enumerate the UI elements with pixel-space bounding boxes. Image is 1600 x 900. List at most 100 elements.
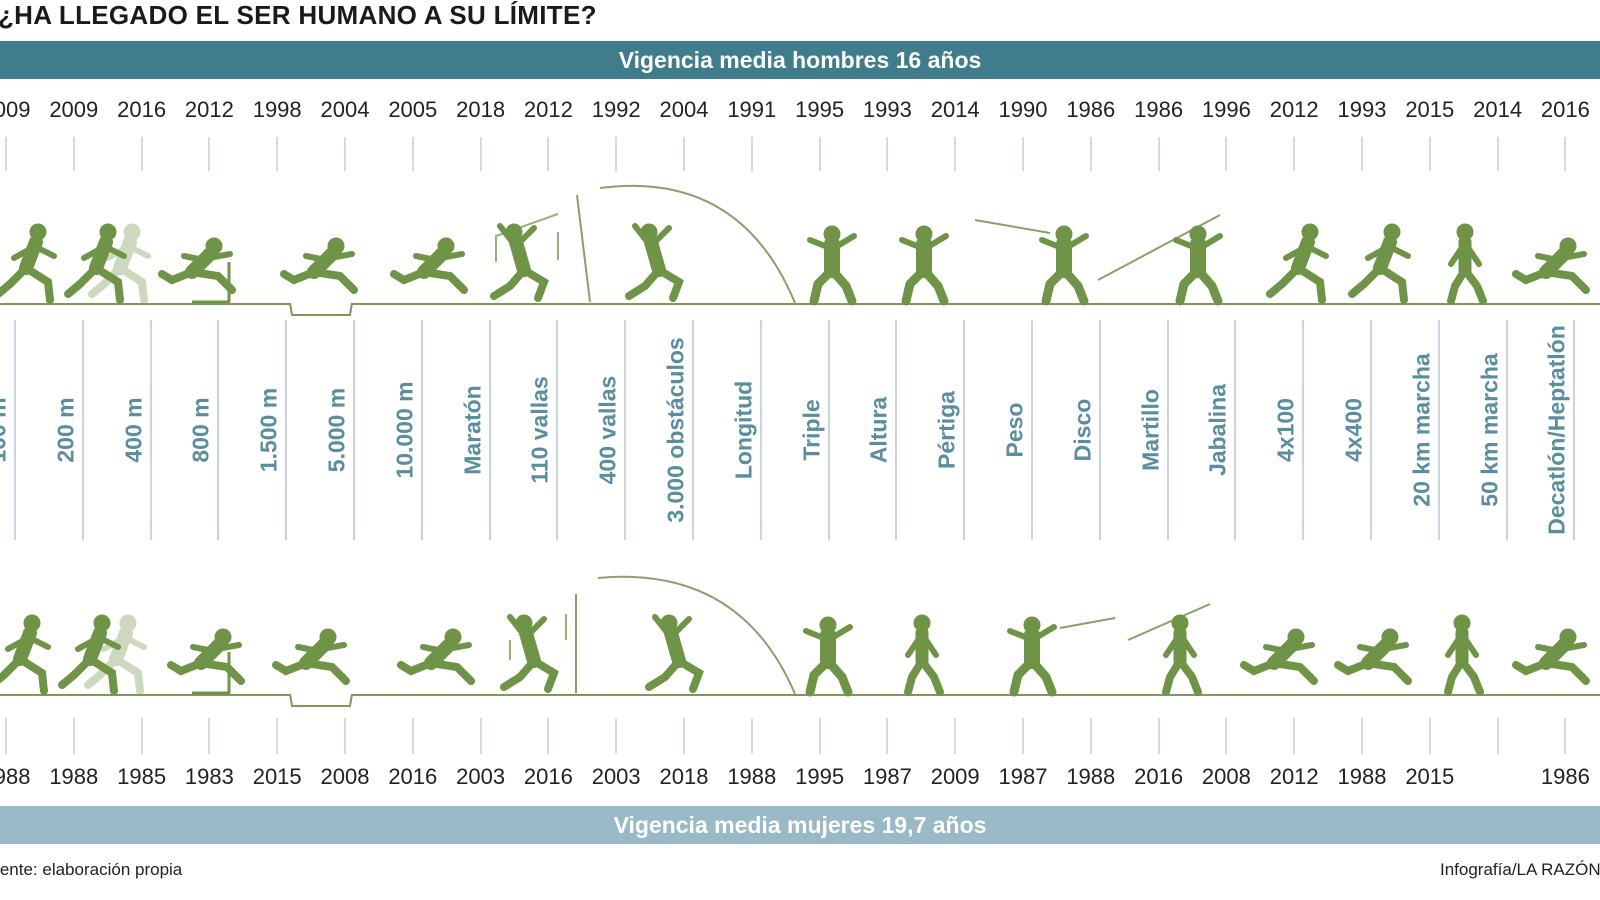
men-tick [1361, 137, 1363, 171]
event-separator [1234, 320, 1237, 540]
women-athlete-silhouette [1512, 628, 1590, 685]
women-athlete-silhouette [1334, 628, 1412, 685]
women-year-label: 2008 [1201, 764, 1251, 789]
event-separator [420, 320, 423, 540]
event-separator [1031, 320, 1033, 540]
men-tick [818, 137, 821, 171]
event-separator [149, 320, 152, 540]
men-tick [547, 137, 550, 171]
women-year-label: 1995 [795, 764, 845, 789]
men-athlete-silhouette [807, 225, 857, 306]
women-tick [1089, 718, 1092, 754]
women-tick [1293, 718, 1296, 754]
women-year-label: 1987 [998, 764, 1048, 789]
women-year-label: 1987 [862, 764, 912, 789]
women-pole-arc-icon [597, 575, 796, 695]
women-tick [1225, 718, 1228, 754]
men-year-label: 2018 [456, 97, 506, 122]
men-tick [344, 137, 346, 171]
women-average-band: Vigencia media mujeres 19,7 años [0, 806, 1600, 844]
men-year-label: 2016 [1540, 97, 1590, 122]
event-separator [217, 320, 220, 540]
men-year-label: 1990 [998, 97, 1048, 122]
men-year-label: 2004 [320, 97, 370, 122]
women-tick [818, 718, 821, 754]
women-year-label: 2003 [456, 764, 506, 789]
women-year-label: 2016 [388, 764, 438, 789]
men-tick [1564, 137, 1567, 171]
men-year-label: 2012 [523, 97, 573, 122]
women-water-jump-icon [289, 693, 353, 707]
women-tick [886, 718, 889, 754]
women-javelin-icon [1127, 603, 1211, 641]
men-ground-line [0, 303, 1600, 305]
women-year-label: 2009 [930, 764, 980, 789]
men-year-label: 2009 [0, 97, 31, 122]
women-tick [479, 718, 482, 754]
women-hammer-wire-icon [1059, 617, 1116, 629]
men-athlete-silhouette [390, 237, 468, 294]
event-separator [1370, 320, 1372, 540]
women-tick [615, 718, 618, 754]
women-ground-line [0, 694, 1600, 696]
women-year-label: 1988 [727, 764, 777, 789]
women-athlete-silhouette [0, 614, 51, 695]
men-year-label: 1998 [252, 97, 302, 122]
event-separator [1437, 320, 1440, 540]
women-tick [208, 718, 211, 754]
men-year-label: 2009 [49, 97, 99, 122]
women-tick [5, 718, 7, 754]
event-separator [692, 320, 694, 540]
women-tick [1564, 718, 1567, 754]
women-tick [683, 718, 685, 754]
women-year-label: 1988 [49, 764, 99, 789]
event-separator [488, 320, 491, 540]
women-year-label: 2016 [523, 764, 573, 789]
women-tick [411, 718, 414, 754]
women-year-label: 1988 [0, 764, 31, 789]
men-tick [615, 137, 618, 171]
event-separator [14, 320, 16, 540]
women-tick [140, 718, 143, 754]
women-athlete-silhouette [272, 628, 350, 685]
women-tick [72, 718, 75, 754]
men-tick [5, 137, 7, 171]
event-separator [1573, 320, 1576, 540]
men-tick [750, 137, 753, 171]
event-separator [963, 320, 966, 540]
women-athlete-silhouette [1240, 628, 1318, 685]
women-tick [547, 718, 550, 754]
women-year-label: 1985 [117, 764, 167, 789]
women-tick [750, 718, 753, 754]
men-tick [208, 137, 211, 171]
women-year-label: 2018 [659, 764, 709, 789]
event-separator [759, 320, 762, 540]
women-athlete-silhouette [1162, 614, 1202, 696]
women-year-label: 2015 [252, 764, 302, 789]
men-year-label: 2014 [930, 97, 980, 122]
men-tick [411, 137, 414, 171]
event-separator [285, 320, 288, 540]
men-year-label: 2005 [388, 97, 438, 122]
women-year-label: 2016 [1134, 764, 1184, 789]
event-separator [624, 320, 627, 540]
men-athlete-silhouette [1039, 225, 1089, 306]
women-year-label: 2012 [1269, 764, 1319, 789]
men-tick [954, 137, 957, 171]
event-separator [895, 320, 898, 540]
credit-note: Infografía/LA RAZÓN [1440, 860, 1600, 879]
men-athlete-silhouette [899, 225, 949, 306]
men-athlete-silhouette [1348, 223, 1411, 304]
men-year-label: 1992 [591, 97, 641, 122]
event-separator [1302, 320, 1305, 540]
event-separator [81, 320, 84, 540]
men-year-label: 2012 [184, 97, 234, 122]
women-athlete-silhouette [167, 628, 245, 685]
men-tick [683, 137, 685, 171]
men-pole-arc-icon [599, 184, 796, 304]
women-athlete-silhouette [645, 614, 704, 693]
women-athlete-silhouette [58, 614, 121, 695]
women-year-label: 1988 [1066, 764, 1116, 789]
infographic-title: ¿HA LLEGADO EL SER HUMANO A SU LÍMITE? [0, 0, 597, 30]
